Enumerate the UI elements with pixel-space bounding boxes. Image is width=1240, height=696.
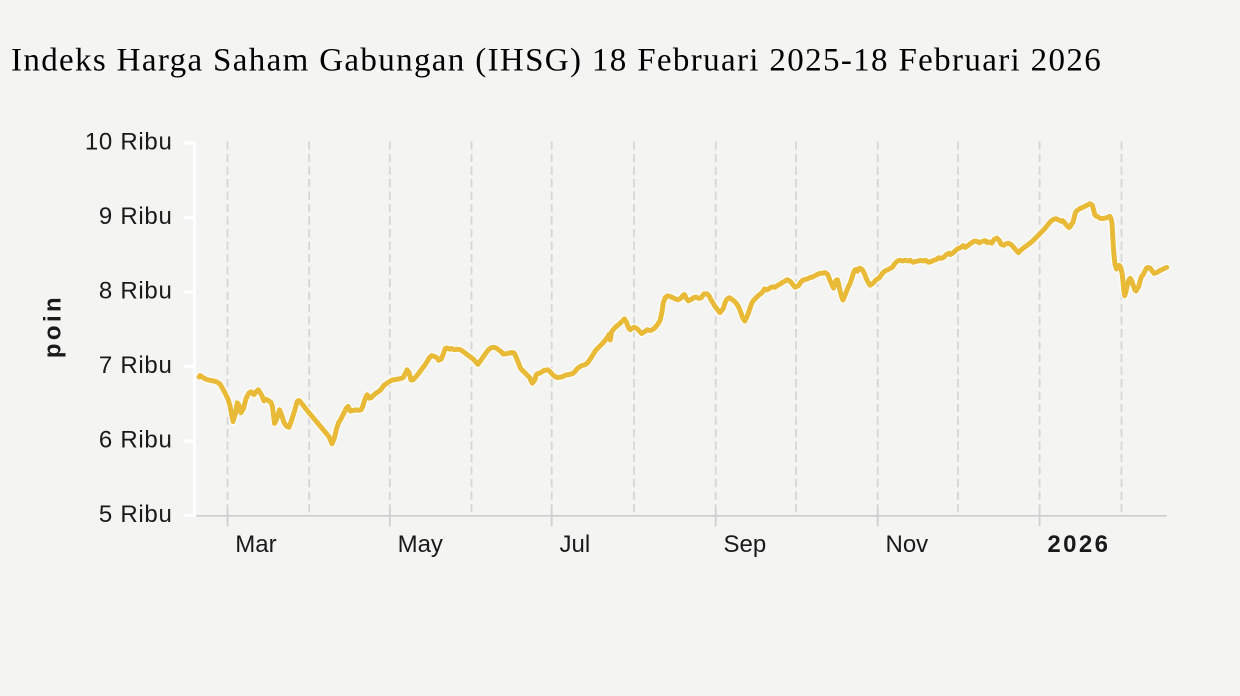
svg-text:Sep: Sep [724, 531, 767, 558]
svg-text:Nov: Nov [886, 531, 929, 558]
svg-text:10 Ribu: 10 Ribu [85, 128, 173, 155]
svg-text:Indeks Harga Saham Gabungan (I: Indeks Harga Saham Gabungan (IHSG) 18 Fe… [11, 43, 1102, 79]
svg-text:2026: 2026 [1047, 531, 1110, 558]
svg-text:8 Ribu: 8 Ribu [99, 277, 173, 304]
svg-text:Jul: Jul [560, 531, 591, 558]
svg-text:Mar: Mar [235, 531, 276, 558]
svg-text:7 Ribu: 7 Ribu [99, 352, 173, 379]
svg-text:poin: poin [40, 294, 67, 358]
svg-text:May: May [398, 531, 443, 558]
svg-text:5 Ribu: 5 Ribu [99, 501, 173, 528]
svg-text:9 Ribu: 9 Ribu [99, 203, 173, 230]
svg-text:6 Ribu: 6 Ribu [99, 426, 173, 453]
